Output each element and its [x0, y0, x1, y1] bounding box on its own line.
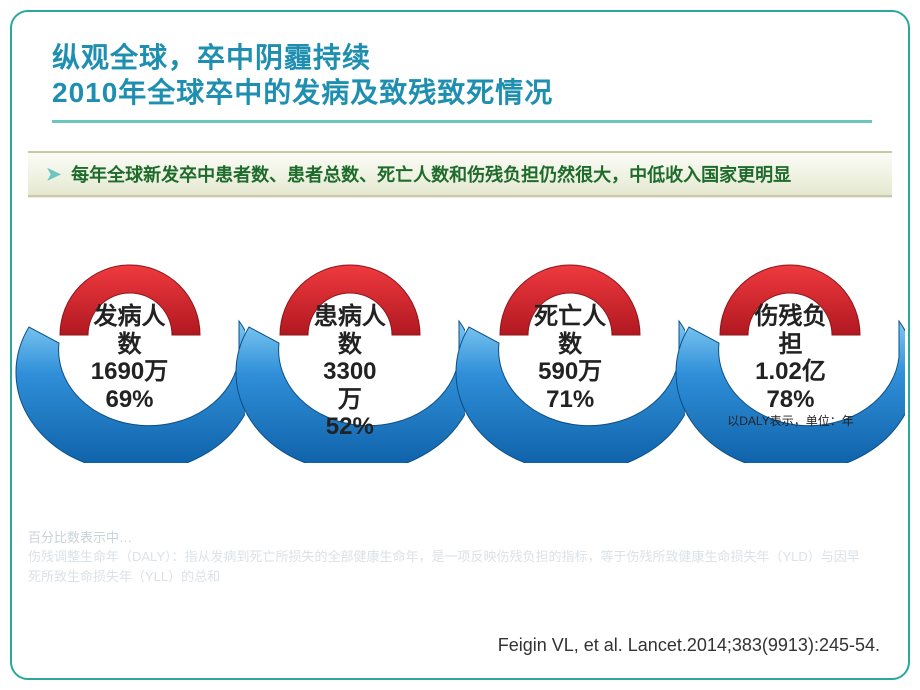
stat-value: 590万 — [463, 358, 678, 386]
stat-item: 伤残负 担 1.02亿 78% 以DALY表示，单位：年 — [683, 245, 898, 465]
footnote-1: 百分比数表示中… — [28, 528, 868, 548]
stat-text: 患病人 数 3300 万 52% — [242, 303, 457, 441]
stat-value: 1.02亿 — [683, 358, 898, 386]
title-rule — [52, 120, 872, 123]
stat-label-a: 患病人 — [242, 303, 457, 331]
stat-pct: 78% — [683, 386, 898, 414]
summary-text: 每年全球新发卒中患者数、患者总数、死亡人数和伤残负担仍然很大，中低收入国家更明显 — [71, 161, 791, 187]
stat-pct: 69% — [22, 386, 237, 414]
stats-row: 发病人 数 1690万 69% 患病人 数 3300 万 52% — [22, 245, 898, 475]
stat-value: 3300 — [242, 358, 457, 386]
title-line-2: 2010年全球卒中的发病及致残致死情况 — [52, 75, 868, 110]
summary-box: ➤ 每年全球新发卒中患者数、患者总数、死亡人数和伤残负担仍然很大，中低收入国家更… — [28, 151, 892, 197]
citation: Feigin VL, et al. Lancet.2014;383(9913):… — [498, 635, 880, 656]
title-block: 纵观全球，卒中阴霾持续 2010年全球卒中的发病及致残致死情况 — [12, 12, 908, 133]
stat-item: 死亡人 数 590万 71% — [463, 245, 678, 465]
slide-frame: 纵观全球，卒中阴霾持续 2010年全球卒中的发病及致残致死情况 ➤ 每年全球新发… — [10, 10, 910, 680]
stat-item: 发病人 数 1690万 69% — [22, 245, 237, 465]
stat-text: 伤残负 担 1.02亿 78% 以DALY表示，单位：年 — [683, 303, 898, 429]
stat-pct: 52% — [242, 413, 457, 441]
stat-label-a: 死亡人 — [463, 303, 678, 331]
stat-item: 患病人 数 3300 万 52% — [242, 245, 457, 465]
stat-text: 发病人 数 1690万 69% — [22, 303, 237, 413]
stat-note: 以DALY表示，单位：年 — [683, 415, 898, 429]
stat-value: 1690万 — [22, 358, 237, 386]
stat-label-b: 数 — [22, 331, 237, 359]
stat-label-b: 担 — [683, 331, 898, 359]
stat-label-a: 伤残负 — [683, 303, 898, 331]
stat-text: 死亡人 数 590万 71% — [463, 303, 678, 413]
title-line-1: 纵观全球，卒中阴霾持续 — [52, 40, 868, 75]
stat-label-a: 发病人 — [22, 303, 237, 331]
footnote-2: 伤残调整生命年（DALY）：指从发病到死亡所损失的全部健康生命年，是一项反映伤残… — [28, 547, 868, 586]
stat-label-b: 数 — [463, 331, 678, 359]
bullet-icon: ➤ — [46, 164, 61, 185]
stat-pct: 71% — [463, 386, 678, 414]
footnotes: 百分比数表示中… 伤残调整生命年（DALY）：指从发病到死亡所损失的全部健康生命… — [28, 528, 868, 587]
stat-value2: 万 — [242, 386, 457, 414]
stat-label-b: 数 — [242, 331, 457, 359]
